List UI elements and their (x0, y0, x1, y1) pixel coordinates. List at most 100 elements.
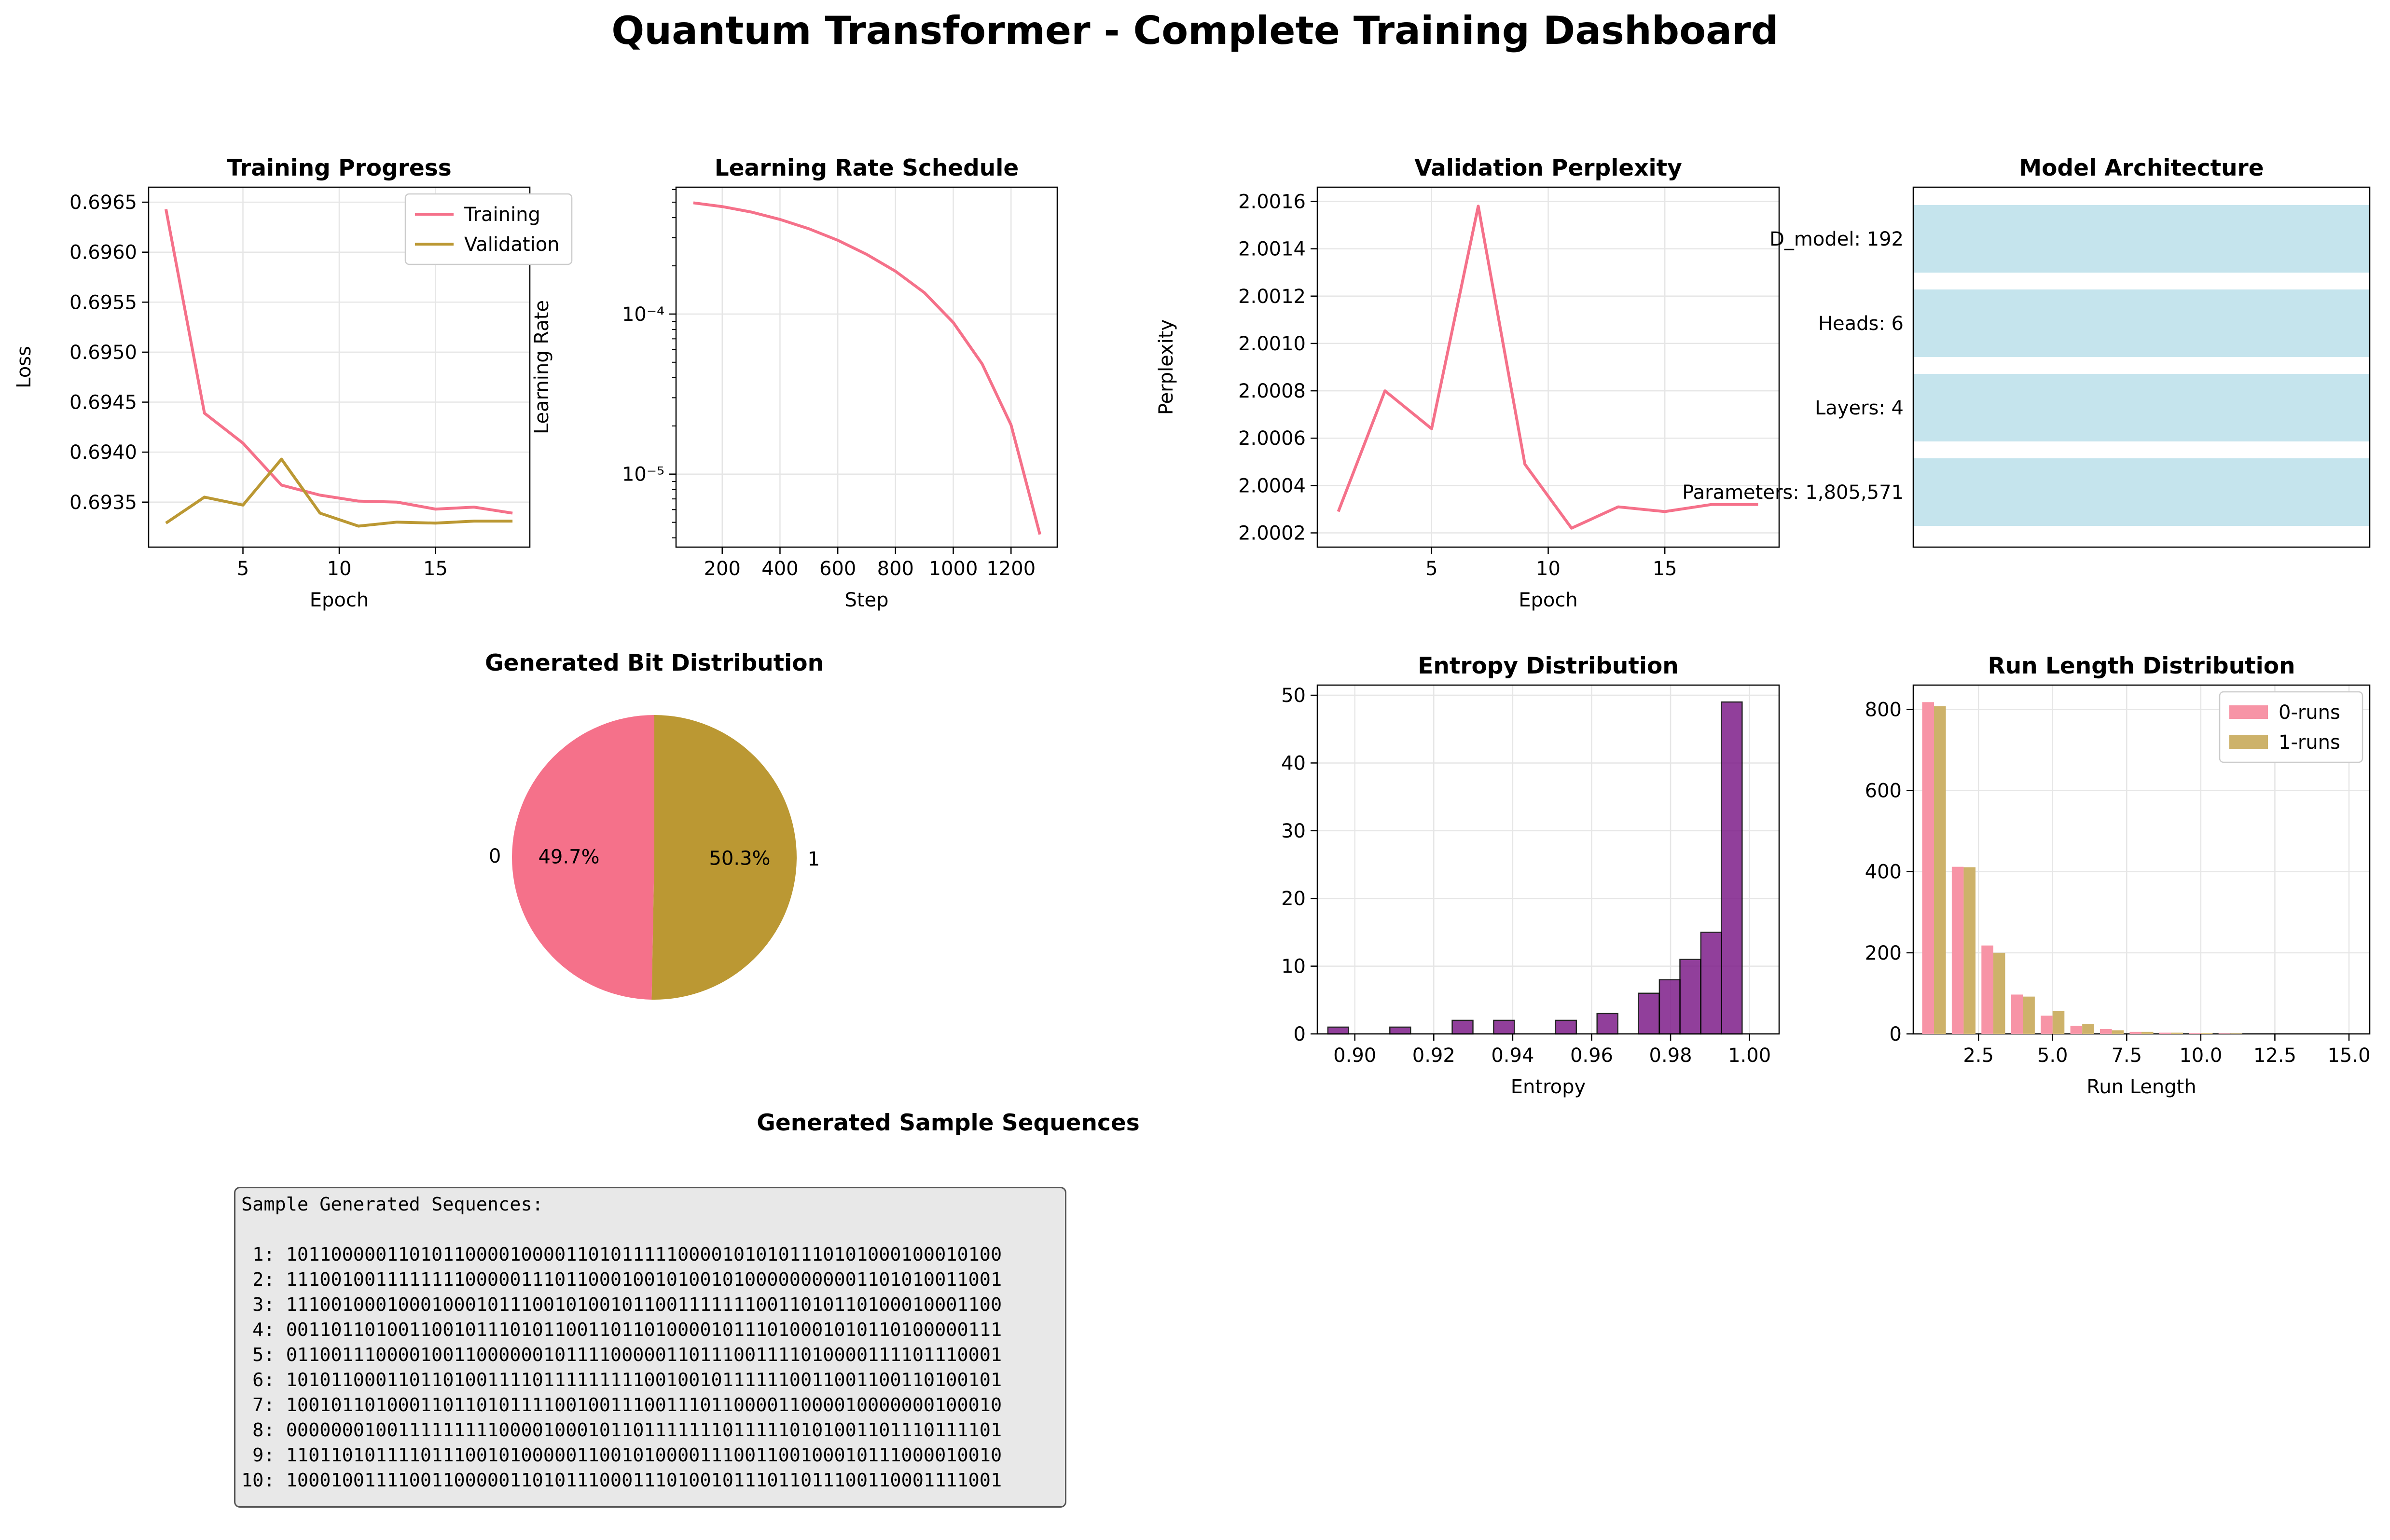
y-tick-label: 0.6965 (69, 192, 137, 214)
pie-slice (651, 715, 797, 1000)
run-length-bar (2011, 994, 2023, 1034)
x-tick-label: 10.0 (2179, 1045, 2222, 1067)
y-tick-label: 400 (1865, 861, 1902, 883)
chart-runs: 2.5 5.0 7.5 10.0 12.5 15.0 0 200 400 600 800 Run Le… (1865, 653, 2371, 1098)
x-axis-label: Entropy (1511, 1076, 1586, 1098)
y-tick-label: 10⁻⁵ (622, 464, 664, 486)
axes-frame (148, 186, 531, 548)
run-length-bar (2159, 1032, 2171, 1034)
sample-sequence-line: 10: 100010011110011000001101011100011101… (241, 1470, 1002, 1491)
y-tick-label: 10 (1281, 956, 1306, 978)
y-tick-label: 0.6935 (69, 492, 137, 514)
y-tick-label: 200 (1865, 942, 1902, 964)
chart-title: Generated Bit Distribution (485, 650, 824, 676)
series-line (693, 201, 1041, 535)
architecture-label: Layers: 4 (1815, 397, 1904, 419)
x-tick-label: 200 (704, 558, 741, 580)
histogram-bar (1451, 1019, 1474, 1035)
x-tick-label: 15 (423, 558, 448, 580)
y-tick-label: 2.0016 (1238, 191, 1306, 213)
x-axis-label: Run Length (2086, 1076, 2196, 1098)
run-length-bar (1981, 945, 1993, 1034)
chart-perplexity: 5 10 15 2.0002 2.0004 2.0006 2.0008 2.0010 2.001… (1155, 155, 1780, 611)
x-tick-label: 10 (1536, 558, 1561, 580)
chart-entropy: 0.90 0.92 0.94 0.96 0.98 1.00 0 10 20 30 40 50 Entro… (1281, 653, 1780, 1098)
x-tick-label: 1000 (929, 558, 978, 580)
legend-label: Training (464, 204, 540, 226)
y-tick-label: 2.0012 (1238, 286, 1306, 308)
x-tick-label: 15 (1653, 558, 1677, 580)
pie-pct-label: 50.3% (709, 848, 770, 870)
y-tick-label: 10⁻⁴ (622, 303, 664, 326)
sample-sequence-line: 8: 0000000100111111111000010001011011111… (241, 1419, 1002, 1441)
y-tick-label: 0 (1294, 1023, 1306, 1045)
pie-pct-label: 49.7% (538, 846, 599, 868)
y-tick-label: 20 (1281, 888, 1306, 910)
architecture-label: D_model: 192 (1769, 228, 1904, 250)
y-tick-label: 50 (1281, 685, 1306, 707)
sample-sequence-line: 2: 1110010011111111000001110110001001010… (241, 1269, 1002, 1291)
x-tick-label: 1.00 (1728, 1045, 1771, 1067)
axes-frame (1912, 186, 2371, 548)
x-tick-label: 7.5 (2111, 1045, 2142, 1067)
x-tick-label: 5 (237, 558, 249, 580)
architecture-bar (1913, 205, 2370, 273)
chart-bits: Generated Bit Distribution 49.7% 0 50.3% 1 (485, 650, 824, 1000)
chart-lr: 200 400 600 800 1000 1200 10⁻⁵ 10⁻⁴ Learning Rat… (531, 155, 1058, 611)
series-line (1337, 205, 1758, 530)
architecture-bar (1913, 458, 2370, 526)
architecture-bar (1913, 374, 2370, 441)
axes-frame (1316, 186, 1780, 548)
y-tick-label: 600 (1865, 780, 1902, 802)
chart-title: Entropy Distribution (1418, 653, 1678, 679)
run-length-bar (2230, 1033, 2242, 1034)
legend-label: 1-runs (2279, 731, 2340, 754)
histogram-bar (1658, 979, 1681, 1035)
samples-list: 1: 1011000001101011000010000110101111100… (241, 1242, 1059, 1493)
y-tick-label: 30 (1281, 820, 1306, 842)
x-tick-label: 12.5 (2253, 1045, 2296, 1067)
sample-sequence-line: 6: 1010110001101101001111011111111100100… (241, 1369, 1002, 1391)
run-length-bar (2189, 1033, 2201, 1034)
y-tick-label: 0 (1890, 1023, 1902, 1045)
histogram-bar (1700, 932, 1723, 1035)
sample-sequence-line: 7: 1001011010001101101011110010011100111… (241, 1394, 1002, 1416)
samples-section-title: Generated Sample Sequences (757, 1110, 1140, 1136)
run-length-bar (2112, 1030, 2124, 1034)
chart-title: Training Progress (227, 155, 452, 181)
y-tick-label: 800 (1865, 699, 1902, 721)
samples-box: Sample Generated Sequences: 1: 101100000… (234, 1187, 1066, 1508)
run-length-bar (1951, 866, 1964, 1034)
x-tick-label: 800 (877, 558, 914, 580)
x-tick-label: 600 (819, 558, 856, 580)
x-tick-label: 1200 (986, 558, 1036, 580)
pie-slice (512, 715, 654, 1000)
run-length-bar (2023, 996, 2035, 1034)
histogram-bar (1638, 992, 1660, 1035)
axes-frame (1316, 684, 1780, 1035)
run-length-bar (2052, 1011, 2065, 1034)
run-length-bar (2200, 1033, 2213, 1034)
y-tick-label: 2.0004 (1238, 475, 1306, 497)
y-tick-label: 0.6940 (69, 441, 137, 464)
y-tick-label: 0.6955 (69, 291, 137, 314)
y-tick-label: 0.6945 (69, 392, 137, 414)
x-tick-label: 0.98 (1649, 1045, 1692, 1067)
y-tick-label: 2.0010 (1238, 333, 1306, 355)
sample-sequence-line: 3: 1110010001000100010111001010010110011… (241, 1294, 1002, 1316)
histogram-bar (1555, 1019, 1577, 1035)
run-length-bar (2041, 1016, 2053, 1034)
pie-label: 1 (808, 848, 820, 870)
legend-label: Validation (464, 234, 560, 256)
architecture-label: Heads: 6 (1818, 313, 1904, 335)
y-tick-label: 0.6960 (69, 242, 137, 264)
sample-sequence-line: 1: 1011000001101011000010000110101111100… (241, 1244, 1002, 1265)
series-line (164, 209, 513, 515)
x-tick-label: 0.94 (1491, 1045, 1534, 1067)
histogram-bar (1596, 1013, 1618, 1035)
legend-label: 0-runs (2279, 701, 2340, 724)
x-tick-label: 0.90 (1333, 1045, 1376, 1067)
x-tick-label: 0.92 (1412, 1045, 1455, 1067)
run-length-bar (2218, 1033, 2231, 1034)
